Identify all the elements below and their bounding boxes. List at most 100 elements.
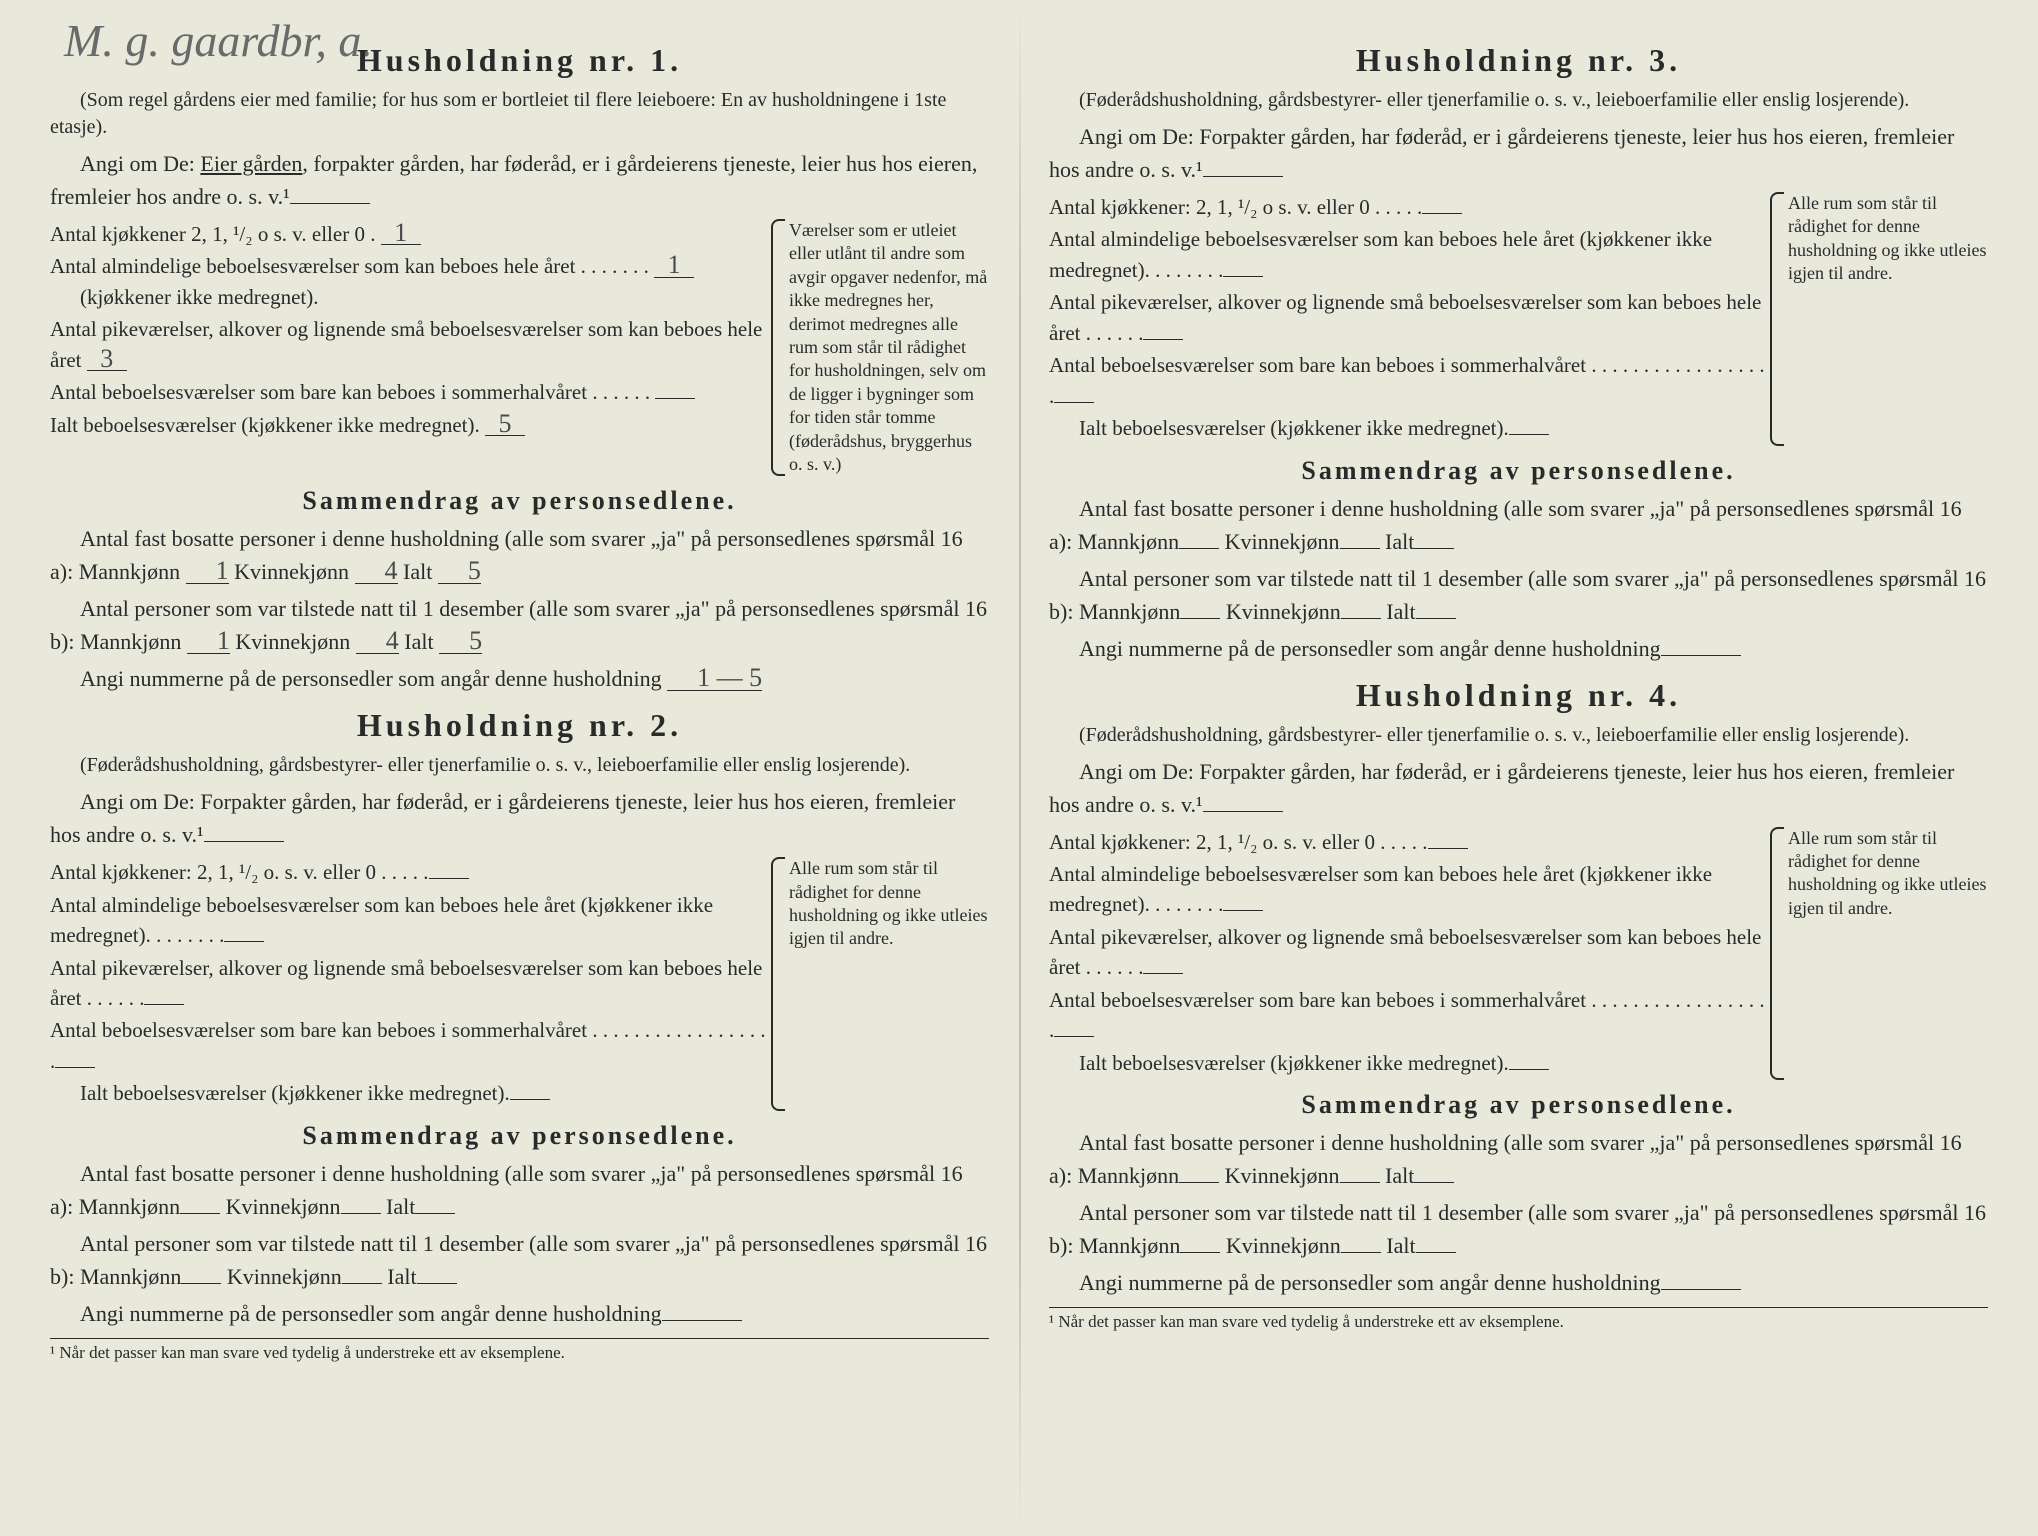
kitchens-label: Antal kjøkkener: 2, 1, ¹/₂ o. s. v. elle… — [50, 860, 429, 884]
total-line: Ialt beboelsesværelser (kjøkkener ikke m… — [50, 410, 771, 440]
resident-m[interactable] — [180, 1213, 220, 1214]
alcoves-value[interactable] — [1143, 339, 1183, 340]
rooms-block-2: Antal kjøkkener: 2, 1, ¹/₂ o. s. v. elle… — [50, 857, 989, 1111]
present-m[interactable]: 1 — [187, 629, 230, 653]
present-k[interactable] — [1341, 1252, 1381, 1253]
footnote-right: ¹ Når det passer kan man svare ved tydel… — [1049, 1307, 1988, 1332]
resident-m[interactable] — [1179, 548, 1219, 549]
resident-label: Antal fast bosatte personer i denne hush… — [1049, 1130, 1962, 1188]
ordinary-label: Antal almindelige beboelsesværelser som … — [50, 893, 713, 947]
kitchens-value[interactable] — [1428, 848, 1468, 849]
household-2-question: Angi om De: Forpakter gården, har føderå… — [50, 785, 989, 851]
footnote-left: ¹ Når det passer kan man svare ved tydel… — [50, 1338, 989, 1363]
numbers-line-2: Angi nummerne på de personsedler som ang… — [50, 1297, 989, 1330]
household-2-title: Husholdning nr. 2. — [50, 707, 989, 744]
kitchens-line: Antal kjøkkener 2, 1, ¹/₂ o s. v. eller … — [50, 219, 771, 249]
resident-k[interactable]: 4 — [355, 559, 398, 583]
total-value[interactable]: 5 — [485, 412, 525, 436]
resident-t[interactable] — [415, 1213, 455, 1214]
present-m[interactable] — [1180, 618, 1220, 619]
resident-line-3: Antal fast bosatte personer i denne hush… — [1049, 492, 1988, 558]
resident-k[interactable] — [341, 1213, 381, 1214]
kvinne-label: Kvinnekjønn — [226, 1194, 341, 1219]
present-t[interactable] — [1416, 618, 1456, 619]
alcoves-label: Antal pikeværelser, alkover og lignende … — [1049, 925, 1761, 979]
present-line-3: Antal personer som var tilstede natt til… — [1049, 562, 1988, 628]
ordinary-value[interactable]: 1 — [654, 253, 694, 277]
ialt-label: Ialt — [1385, 529, 1414, 554]
summer-label: Antal beboelsesværelser som bare kan beb… — [50, 1018, 766, 1072]
ialt-label: Ialt — [387, 1264, 416, 1289]
household-4-question: Angi om De: Forpakter gården, har føderå… — [1049, 755, 1988, 821]
resident-t[interactable] — [1414, 548, 1454, 549]
question-underlined: Eier gården — [200, 151, 302, 176]
resident-m[interactable] — [1179, 1182, 1219, 1183]
summary-title-1: Sammendrag av personsedlene. — [50, 486, 989, 516]
alcoves-value[interactable] — [144, 1004, 184, 1005]
ordinary-value[interactable] — [1223, 910, 1263, 911]
numbers-value[interactable]: 1 — 5 — [667, 666, 762, 690]
alcoves-label: Antal pikeværelser, alkover og lignende … — [1049, 290, 1761, 344]
numbers-value[interactable] — [1661, 655, 1741, 656]
present-label: Antal personer som var tilstede natt til… — [1049, 566, 1986, 624]
kitchens-value[interactable] — [1422, 213, 1462, 214]
kvinne-label: Kvinnekjønn — [227, 1264, 342, 1289]
present-m[interactable] — [1180, 1252, 1220, 1253]
question-blank[interactable] — [1203, 176, 1283, 177]
question-blank[interactable] — [1203, 811, 1283, 812]
summer-value[interactable] — [55, 1067, 95, 1068]
brace-icon — [771, 219, 785, 476]
ialt-label: Ialt — [404, 629, 433, 654]
summary-title-2: Sammendrag av personsedlene. — [50, 1121, 989, 1151]
kvinne-label: Kvinnekjønn — [1226, 1233, 1341, 1258]
resident-k[interactable] — [1340, 548, 1380, 549]
present-k[interactable]: 4 — [356, 629, 399, 653]
total-value[interactable] — [1509, 1069, 1549, 1070]
present-k[interactable] — [1341, 618, 1381, 619]
rooms-sidebar-2: Alle rum som står til rådighet for denne… — [789, 857, 989, 1111]
summer-value[interactable] — [1054, 1036, 1094, 1037]
ordinary-label: Antal almindelige beboelsesværelser som … — [50, 254, 649, 278]
present-m[interactable] — [181, 1283, 221, 1284]
resident-label: Antal fast bosatte personer i denne hush… — [1049, 496, 1962, 554]
ordinary-note: (kjøkkener ikke medregnet). — [50, 282, 771, 312]
kvinne-label: Kvinnekjønn — [234, 559, 354, 584]
ordinary-value[interactable] — [1223, 276, 1263, 277]
resident-t[interactable]: 5 — [438, 559, 481, 583]
household-4-title: Husholdning nr. 4. — [1049, 677, 1988, 714]
numbers-label: Angi nummerne på de personsedler som ang… — [1079, 1270, 1661, 1295]
resident-k[interactable] — [1340, 1182, 1380, 1183]
right-column: Husholdning nr. 3. (Føderådshusholdning,… — [1049, 30, 1988, 1506]
total-value[interactable] — [510, 1099, 550, 1100]
numbers-value[interactable] — [662, 1320, 742, 1321]
kvinne-label: Kvinnekjønn — [235, 629, 350, 654]
brace-icon — [1770, 192, 1784, 446]
present-t[interactable]: 5 — [439, 629, 482, 653]
alcoves-value[interactable] — [1143, 973, 1183, 974]
sidebar-text: Alle rum som står til rådighet for denne… — [789, 858, 987, 948]
present-t[interactable] — [417, 1283, 457, 1284]
alcoves-label: Antal pikeværelser, alkover og lignende … — [50, 956, 762, 1010]
question-blank[interactable] — [204, 841, 284, 842]
ialt-label: Ialt — [1386, 599, 1415, 624]
resident-line-2: Antal fast bosatte personer i denne hush… — [50, 1157, 989, 1223]
ordinary-value[interactable] — [224, 941, 264, 942]
summer-label: Antal beboelsesværelser som bare kan beb… — [1049, 988, 1765, 1042]
numbers-value[interactable] — [1661, 1289, 1741, 1290]
present-k[interactable] — [342, 1283, 382, 1284]
resident-t[interactable] — [1414, 1182, 1454, 1183]
numbers-label: Angi nummerne på de personsedler som ang… — [1079, 636, 1661, 661]
summer-line: Antal beboelsesværelser som bare kan beb… — [50, 377, 771, 407]
numbers-label: Angi nummerne på de personsedler som ang… — [80, 1301, 662, 1326]
brace-icon — [1770, 827, 1784, 1081]
summer-value[interactable] — [655, 398, 695, 399]
resident-m[interactable]: 1 — [186, 559, 229, 583]
kitchens-value[interactable] — [429, 878, 469, 879]
present-line-2: Antal personer som var tilstede natt til… — [50, 1227, 989, 1293]
total-value[interactable] — [1509, 434, 1549, 435]
kitchens-value[interactable]: 1 — [381, 221, 421, 245]
question-blank[interactable] — [290, 203, 370, 204]
alcoves-value[interactable]: 3 — [87, 347, 127, 371]
present-t[interactable] — [1416, 1252, 1456, 1253]
summer-value[interactable] — [1054, 402, 1094, 403]
